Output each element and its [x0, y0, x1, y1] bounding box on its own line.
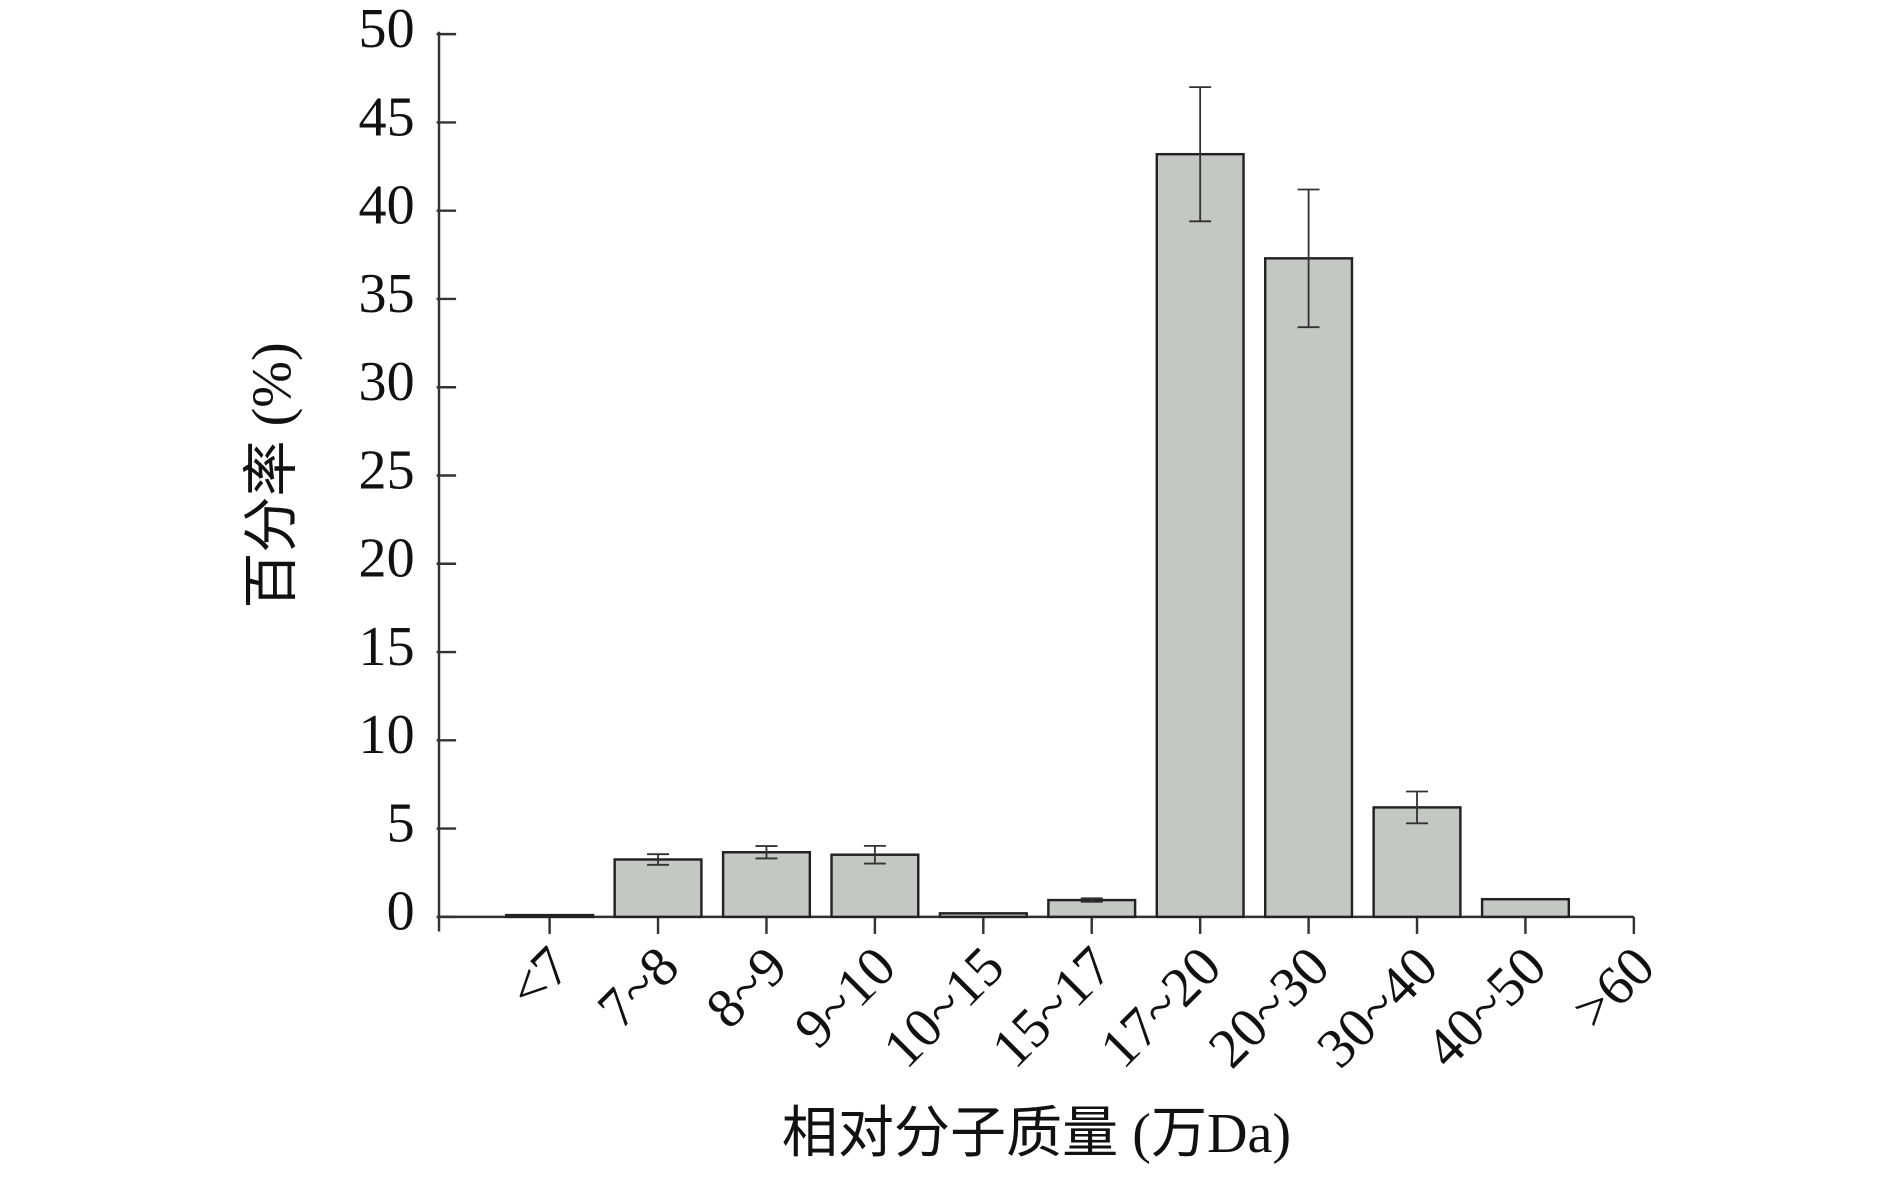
error-bar — [1297, 188, 1320, 329]
y-tick-label: 15 — [359, 616, 415, 678]
x-tick-label: 30~40 — [1305, 935, 1450, 1080]
x-tick-label: 15~17 — [980, 935, 1125, 1080]
bar — [505, 913, 595, 919]
bar — [1264, 257, 1354, 919]
x-tick-label: 7~8 — [586, 935, 691, 1040]
error-bar — [647, 853, 670, 866]
x-tick-label: 40~50 — [1414, 935, 1559, 1080]
bar — [830, 853, 920, 919]
y-axis-title: 百分率 (%) — [241, 342, 303, 608]
y-tick-label: 10 — [359, 704, 415, 766]
y-tick-label: 50 — [359, 0, 415, 60]
bar — [721, 851, 812, 919]
x-axis-title: 相对分子质量 (万Da) — [782, 1103, 1291, 1165]
bar — [1372, 806, 1462, 919]
error-bar — [863, 844, 886, 865]
bar — [613, 858, 703, 919]
x-tick-label: 20~30 — [1197, 935, 1342, 1080]
y-tick-label: 5 — [387, 792, 415, 854]
y-tick-label: 0 — [387, 881, 415, 943]
error-bar — [1189, 86, 1212, 223]
x-tick-label: 10~15 — [872, 935, 1017, 1080]
bar — [1480, 897, 1571, 919]
x-tick-label: <7 — [497, 935, 583, 1021]
error-bar — [1406, 790, 1428, 825]
bar — [938, 912, 1028, 919]
y-tick-label: 40 — [359, 175, 415, 237]
bar — [1155, 152, 1245, 919]
x-tick-label: 17~20 — [1088, 935, 1233, 1080]
error-bar — [1080, 897, 1103, 903]
y-tick-label: 25 — [359, 439, 415, 501]
y-tick-label: 45 — [359, 86, 415, 148]
x-tick-label: 8~9 — [694, 935, 799, 1040]
x-tick-label: >60 — [1561, 935, 1667, 1041]
y-tick-label: 20 — [359, 528, 415, 590]
error-bar — [755, 845, 778, 860]
y-tick-label: 30 — [359, 351, 415, 413]
y-tick-label: 35 — [359, 263, 415, 325]
